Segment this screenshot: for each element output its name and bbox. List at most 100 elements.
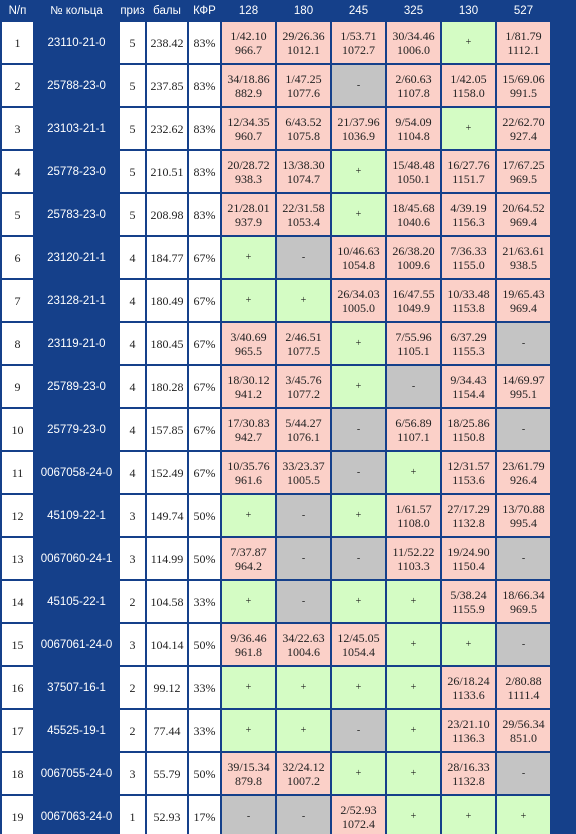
- result-place-speed: 20/64.52: [502, 200, 545, 215]
- table-row[interactable]: 7 23128-21-1 4 180.49 67% + +26/34.03 1005.0 16/…: [2, 280, 550, 321]
- result-cell: 22/31.58 1053.4: [277, 194, 330, 235]
- ring-id[interactable]: 37507-16-1: [35, 667, 118, 708]
- table-row[interactable]: 10 25779-23-0 4 157.85 67% 17/30.83 942.7 5/44.…: [2, 409, 550, 450]
- table-row[interactable]: 11 0067058-24-0 4 152.49 67% 10/35.76 961.6 33/…: [2, 452, 550, 493]
- result-points: 1077.6: [287, 85, 320, 100]
- result-place-speed: -: [301, 251, 306, 263]
- table-row[interactable]: 1 23110-21-0 5 238.42 83% 1/42.10 966.7 29/26.3…: [2, 22, 550, 63]
- result-cell: 19/65.43 969.4: [497, 280, 550, 321]
- ring-id[interactable]: 0067058-24-0: [35, 452, 118, 493]
- result-points: 937.9: [235, 214, 262, 229]
- result-points: 938.3: [235, 171, 262, 186]
- result-place-speed: +: [410, 595, 417, 607]
- result-points: 1077.5: [287, 343, 320, 358]
- score-value: 208.98: [147, 194, 187, 235]
- kfr-percent: 33%: [189, 710, 220, 751]
- ring-id[interactable]: 23119-21-0: [35, 323, 118, 364]
- result-cell: 2/60.63 1107.8: [387, 65, 440, 106]
- result-cell: 9/54.09 1104.8: [387, 108, 440, 149]
- kfr-percent: 33%: [189, 581, 220, 622]
- table-row[interactable]: 19 0067063-24-0 1 52.93 17% - - 2/52.93 1072.4 + +…: [2, 796, 550, 834]
- ring-id[interactable]: 25783-23-0: [35, 194, 118, 235]
- kfr-percent: 83%: [189, 151, 220, 192]
- kfr-percent: 67%: [189, 323, 220, 364]
- result-cell: 17/30.83 942.7: [222, 409, 275, 450]
- result-place-speed: 10/33.48: [447, 286, 490, 301]
- ring-id[interactable]: 25789-23-0: [35, 366, 118, 407]
- ring-id[interactable]: 0067055-24-0: [35, 753, 118, 794]
- result-cell: +: [277, 667, 330, 708]
- table-row[interactable]: 2 25788-23-0 5 237.85 83% 34/18.86 882.9 1/47.2…: [2, 65, 550, 106]
- ring-id[interactable]: 0067061-24-0: [35, 624, 118, 665]
- result-place-speed: -: [356, 466, 361, 478]
- result-place-speed: -: [521, 423, 526, 435]
- table-row[interactable]: 4 25778-23-0 5 210.51 83% 20/28.72 938.3 13/38.…: [2, 151, 550, 192]
- table-row[interactable]: 17 45525-19-1 2 77.44 33% + + - +23/21.10 1136.3 2…: [2, 710, 550, 751]
- result-cell: +: [387, 667, 440, 708]
- result-points: 1154.4: [452, 386, 485, 401]
- result-points: 1053.4: [287, 214, 320, 229]
- result-place-speed: 23/21.10: [447, 716, 490, 731]
- table-row[interactable]: 5 25783-23-0 5 208.98 83% 21/28.01 937.9 22/31.…: [2, 194, 550, 235]
- table-row[interactable]: 6 23120-21-1 4 184.77 67% + -10/46.63 1054.8 26/…: [2, 237, 550, 278]
- result-points: 1054.8: [342, 257, 375, 272]
- result-points: 1075.8: [287, 128, 320, 143]
- result-place-speed: 21/28.01: [227, 200, 270, 215]
- ring-id[interactable]: 0067060-24-1: [35, 538, 118, 579]
- ring-id[interactable]: 45105-22-1: [35, 581, 118, 622]
- row-number: 15: [2, 624, 33, 665]
- ring-id[interactable]: 23103-21-1: [35, 108, 118, 149]
- kfr-percent: 67%: [189, 409, 220, 450]
- table-row[interactable]: 8 23119-21-0 4 180.45 67% 3/40.69 965.5 2/46.51…: [2, 323, 550, 364]
- result-place-speed: 27/17.29: [447, 501, 490, 516]
- row-number: 10: [2, 409, 33, 450]
- table-row[interactable]: 12 45109-22-1 3 149.74 50% + - +1/61.57 1108.0 27…: [2, 495, 550, 536]
- result-cell: +: [277, 280, 330, 321]
- result-cell: 6/56.89 1107.1: [387, 409, 440, 450]
- score-value: 104.58: [147, 581, 187, 622]
- result-cell: 9/36.46 961.8: [222, 624, 275, 665]
- table-row[interactable]: 3 23103-21-1 5 232.62 83% 12/34.35 960.7 6/43.5…: [2, 108, 550, 149]
- ring-id[interactable]: 45525-19-1: [35, 710, 118, 751]
- ring-id[interactable]: 0067063-24-0: [35, 796, 118, 834]
- result-points: 1158.0: [452, 85, 485, 100]
- ring-id[interactable]: 23128-21-1: [35, 280, 118, 321]
- table-row[interactable]: 15 0067061-24-0 3 104.14 50% 9/36.46 961.8 34/2…: [2, 624, 550, 665]
- ring-id[interactable]: 25788-23-0: [35, 65, 118, 106]
- result-points: 1108.0: [397, 515, 430, 530]
- result-points: 1151.7: [452, 171, 485, 186]
- row-number: 2: [2, 65, 33, 106]
- result-cell: 5/44.27 1076.1: [277, 409, 330, 450]
- result-points: 1004.6: [287, 644, 320, 659]
- result-place-speed: -: [301, 810, 306, 822]
- ring-id[interactable]: 25779-23-0: [35, 409, 118, 450]
- result-points: 1133.6: [452, 687, 485, 702]
- result-cell: 23/21.10 1136.3: [442, 710, 495, 751]
- result-cell: -: [387, 366, 440, 407]
- result-place-speed: 4/39.19: [450, 200, 487, 215]
- result-points: 991.5: [510, 85, 537, 100]
- result-place-speed: +: [355, 509, 362, 521]
- result-cell: -: [277, 581, 330, 622]
- ring-id[interactable]: 23110-21-0: [35, 22, 118, 63]
- result-place-speed: 34/18.86: [227, 71, 270, 86]
- result-cell: -: [497, 753, 550, 794]
- result-cell: -: [277, 538, 330, 579]
- prize-count: 3: [120, 624, 145, 665]
- table-row[interactable]: 9 25789-23-0 4 180.28 67% 18/30.12 941.2 3/45.7…: [2, 366, 550, 407]
- result-points: 965.5: [235, 343, 262, 358]
- table-row[interactable]: 14 45105-22-1 2 104.58 33% + - + +5/38.24 1155.9 1…: [2, 581, 550, 622]
- prize-count: 2: [120, 667, 145, 708]
- result-place-speed: 21/63.61: [502, 243, 545, 258]
- table-row[interactable]: 16 37507-16-1 2 99.12 33% + + + +26/18.24 1133.6 2…: [2, 667, 550, 708]
- ring-id[interactable]: 25778-23-0: [35, 151, 118, 192]
- table-row[interactable]: 13 0067060-24-1 3 114.99 50% 7/37.87 964.2- -11…: [2, 538, 550, 579]
- result-points: 995.1: [510, 386, 537, 401]
- result-cell: +: [442, 624, 495, 665]
- ring-id[interactable]: 23120-21-1: [35, 237, 118, 278]
- table-row[interactable]: 18 0067055-24-0 3 55.79 50% 39/15.34 879.8 32/2…: [2, 753, 550, 794]
- result-points: 1107.1: [397, 429, 430, 444]
- row-number: 18: [2, 753, 33, 794]
- result-place-speed: 15/48.48: [392, 157, 435, 172]
- ring-id[interactable]: 45109-22-1: [35, 495, 118, 536]
